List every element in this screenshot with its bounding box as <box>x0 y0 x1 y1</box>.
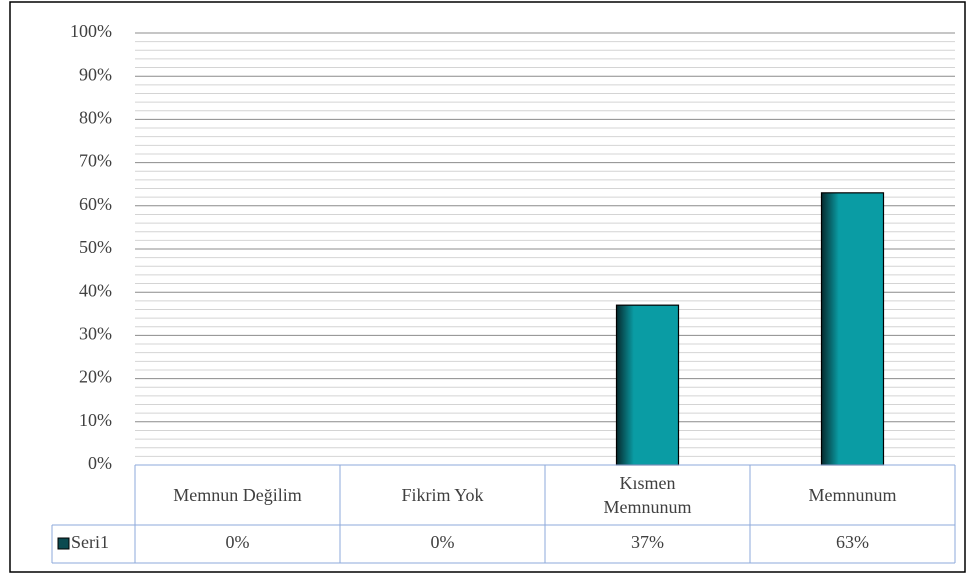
bar <box>820 192 885 466</box>
data-table-value: 0% <box>431 532 455 552</box>
x-tick-label: Fikrim Yok <box>401 485 484 505</box>
legend-key <box>57 537 70 550</box>
data-table-value: 0% <box>226 532 250 552</box>
y-tick-label: 70% <box>79 151 112 171</box>
bar <box>615 304 680 466</box>
x-tick-label: Memnun Değilim <box>173 485 302 505</box>
x-tick-label: Memnunum <box>808 485 897 505</box>
category-cell: Kısmen Memnunum <box>603 473 692 517</box>
y-tick-label: 60% <box>79 194 112 214</box>
y-tick-label: 10% <box>79 410 112 430</box>
data-table-value: 63% <box>836 532 869 552</box>
category-cell: Memnun Değilim <box>173 485 302 505</box>
chart-frame <box>9 1 966 573</box>
category-cell: Memnunum <box>808 485 897 505</box>
y-tick-label: 90% <box>79 64 112 84</box>
legend-label: Seri1 <box>71 532 109 552</box>
y-tick-label: 50% <box>79 237 112 257</box>
y-tick-label: 20% <box>79 367 112 387</box>
y-tick-label: 0% <box>88 453 112 473</box>
y-tick-label: 40% <box>79 280 112 300</box>
category-cell: Fikrim Yok <box>401 485 484 505</box>
x-tick-label: Kısmen Memnunum <box>603 473 692 517</box>
y-tick-label: 30% <box>79 324 112 344</box>
data-table-value: 37% <box>631 532 664 552</box>
y-tick-label: 100% <box>70 21 112 41</box>
y-tick-label: 80% <box>79 108 112 128</box>
